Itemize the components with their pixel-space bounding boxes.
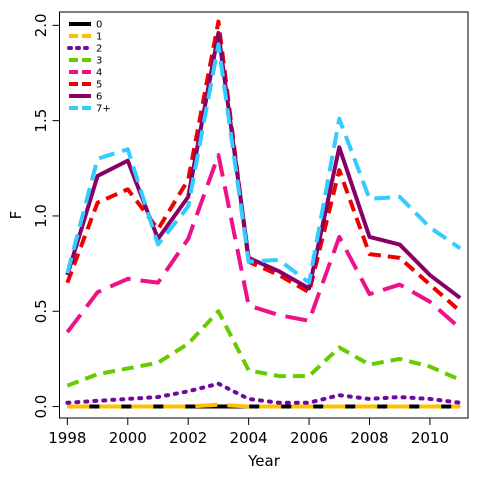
series-layer — [65, 19, 463, 409]
x-axis-title: Year — [247, 452, 281, 470]
series-line-6 — [65, 30, 462, 300]
y-axis: 0.0 0.5 1.0 1.5 2.0 — [32, 13, 60, 418]
x-tick-label: 2002 — [169, 429, 207, 447]
x-tick-label: 2008 — [350, 429, 388, 447]
x-axis: 1998 2000 2002 2004 2006 2008 2010 — [48, 418, 449, 447]
series-line-4 — [65, 152, 462, 334]
series-line-7plus — [65, 42, 462, 285]
legend-label: 6 — [96, 92, 102, 103]
y-tick-label: 0.0 — [32, 395, 50, 419]
y-tick-label: 1.5 — [32, 109, 50, 133]
x-tick-label: 2006 — [290, 429, 328, 447]
legend-label: 4 — [96, 68, 102, 79]
y-axis-title: F — [7, 211, 25, 220]
y-tick-label: 2.0 — [32, 13, 50, 37]
x-tick-label: 2000 — [109, 429, 147, 447]
legend-label: 3 — [96, 56, 102, 67]
legend-label: 0 — [96, 20, 102, 31]
series-line-3 — [66, 309, 461, 388]
y-tick-label: 1.0 — [32, 204, 50, 228]
x-tick-label: 1998 — [48, 429, 86, 447]
x-tick-label: 2010 — [411, 429, 449, 447]
series-line-2 — [65, 381, 463, 405]
y-tick-label: 0.5 — [32, 299, 50, 323]
legend-label: 7+ — [96, 104, 111, 115]
series-line-1 — [67, 402, 461, 409]
series-line-5 — [65, 19, 462, 313]
legend-label: 5 — [96, 80, 102, 91]
legend-label: 1 — [96, 32, 102, 43]
x-tick-label: 2004 — [230, 429, 268, 447]
plot-frame — [59, 11, 469, 419]
legend-label: 2 — [96, 44, 102, 55]
